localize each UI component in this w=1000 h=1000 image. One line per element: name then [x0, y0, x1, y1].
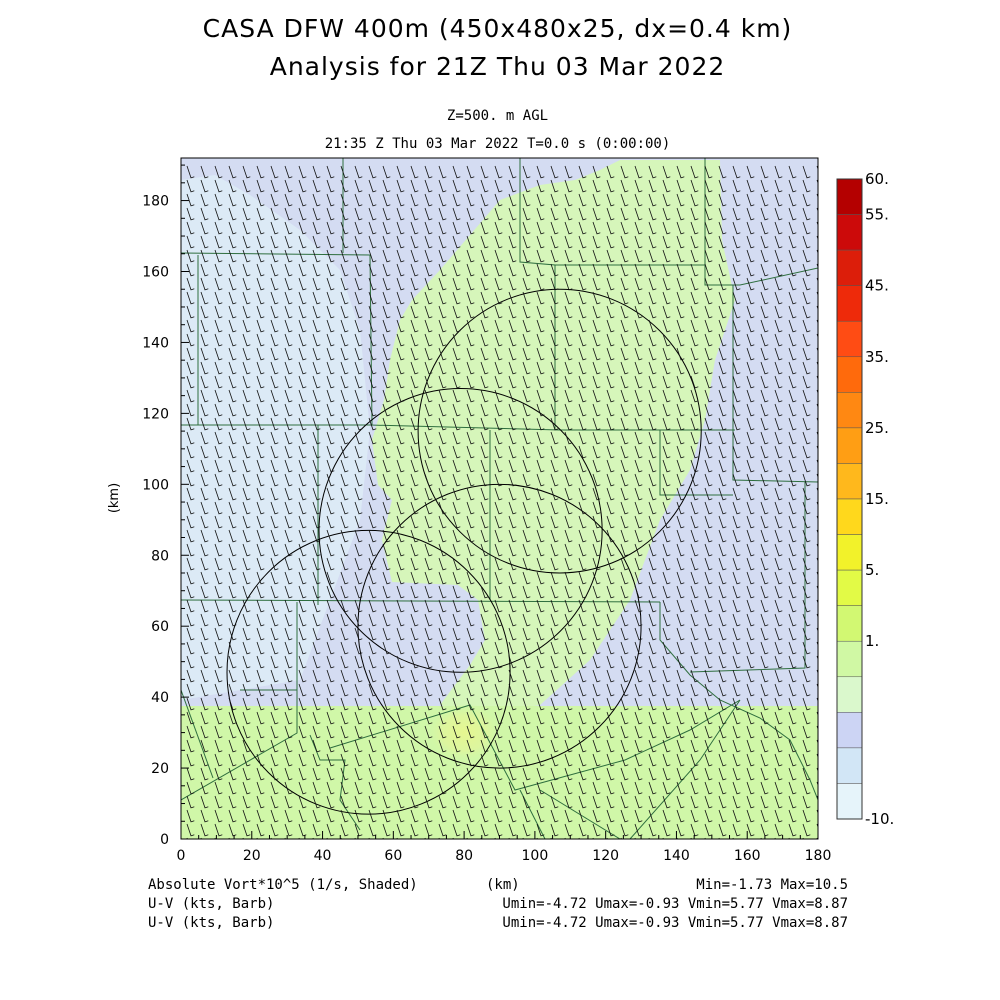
x-tick-label: 0	[177, 848, 186, 864]
wind-label-2: U-V (kts, Barb)	[148, 915, 275, 931]
y-tick-label: 160	[142, 265, 169, 281]
colorbar-swatch	[836, 392, 863, 429]
colorbar-swatch	[836, 285, 863, 322]
county-line	[181, 602, 298, 801]
x-tick-label: 60	[384, 848, 402, 864]
y-tick-label: 60	[151, 619, 169, 635]
colorbar-label: 15.	[865, 490, 889, 508]
county-line	[629, 699, 741, 839]
x-tick-label: 40	[314, 848, 332, 864]
wind-barb-field	[186, 165, 818, 839]
wind-label-1: U-V (kts, Barb)	[148, 896, 275, 912]
county-line	[704, 158, 818, 286]
colorbar-swatch	[836, 747, 863, 784]
chart-title-line2: Analysis for 21Z Thu 03 Mar 2022	[269, 52, 726, 81]
colorbar-swatch	[836, 640, 863, 678]
county-line	[519, 158, 556, 430]
colorbar-swatch	[836, 605, 863, 642]
x-tick-label: 80	[455, 848, 473, 864]
x-tick-label: 100	[522, 848, 549, 864]
colorbar-label: 25.	[865, 419, 889, 437]
y-tick-label: 0	[160, 832, 169, 848]
x-tick-label: 120	[592, 848, 619, 864]
county-line	[181, 689, 214, 779]
colorbar-swatch	[836, 427, 863, 464]
wind-stats-1: Umin=-4.72 Umax=-0.93 Vmin=5.77 Vmax=8.8…	[502, 896, 848, 912]
radar-range-ring-1	[417, 288, 702, 574]
county-boundaries	[181, 158, 818, 839]
x-tick-label: 160	[734, 848, 761, 864]
colorbar-label: 45.	[865, 277, 889, 295]
field-minmax: Min=-1.73 Max=10.5	[696, 877, 848, 893]
radar-range-ring-2	[318, 388, 603, 673]
colorbar-swatch	[836, 676, 863, 713]
county-line	[181, 424, 735, 431]
county-line	[329, 699, 741, 791]
county-line	[519, 789, 546, 839]
colorbar-swatch	[836, 214, 863, 251]
axes: 0 20 40 60 80 100 120 140 160 180 0 20 40 60 80 100 120 1…	[107, 164, 832, 864]
colorbar-label: 60.	[865, 170, 889, 188]
y-axis-label: (km)	[107, 483, 122, 513]
colorbar-swatch	[836, 783, 863, 820]
colorbar-swatch	[836, 178, 863, 215]
colorbar-swatch	[836, 498, 863, 535]
county-line	[539, 789, 621, 839]
colorbar-swatch	[836, 534, 863, 571]
colorbar-frame	[836, 178, 863, 820]
county-line	[689, 482, 806, 673]
county-line	[659, 430, 733, 496]
field-label: Absolute Vort*10^5 (1/s, Shaded)	[148, 877, 418, 893]
colorbar-label: 1.	[865, 632, 879, 650]
colorbar-swatch	[836, 463, 863, 500]
colorbar: 60. 55. 45. 35. 25. 15. 5. 1. -10.	[836, 170, 894, 828]
chart-title-line1: CASA DFW 400m (450x480x25, dx=0.4 km)	[202, 14, 793, 43]
colorbar-label: 35.	[865, 348, 889, 366]
colorbar-label: -10.	[865, 810, 894, 828]
county-line	[732, 285, 818, 483]
y-tick-label: 140	[142, 335, 169, 351]
colorbar-swatch	[836, 320, 863, 358]
field-western-band	[181, 175, 370, 700]
radar-range-ring-3	[357, 483, 642, 769]
valid-time-label: 21:35 Z Thu 03 Mar 2022 T=0.0 s (0:00:00…	[324, 136, 671, 152]
colorbar-label: 55.	[865, 206, 889, 224]
level-label: Z=500. m AGL	[446, 108, 549, 124]
y-tick-label: 20	[151, 761, 169, 777]
y-tick-label: 120	[142, 406, 169, 422]
county-line	[181, 599, 661, 603]
colorbar-swatch	[836, 712, 863, 749]
x-tick-label: 180	[805, 848, 832, 864]
x-tick-label: 20	[243, 848, 261, 864]
colorbar-swatch	[836, 356, 863, 393]
field-plume	[372, 160, 735, 715]
x-axis-unit-label: (km)	[486, 877, 520, 893]
colorbar-swatch	[836, 569, 863, 606]
y-tick-label: 40	[151, 690, 169, 706]
y-tick-label: 100	[142, 477, 169, 493]
y-tick-label: 180	[142, 194, 169, 210]
colorbar-label: 5.	[865, 561, 879, 579]
wind-barbs	[186, 165, 818, 839]
colorbar-swatch	[836, 249, 863, 286]
x-tick-label: 140	[663, 848, 690, 864]
wind-stats-2: Umin=-4.72 Umax=-0.93 Vmin=5.77 Vmax=8.8…	[502, 915, 848, 931]
y-tick-label: 80	[151, 548, 169, 564]
